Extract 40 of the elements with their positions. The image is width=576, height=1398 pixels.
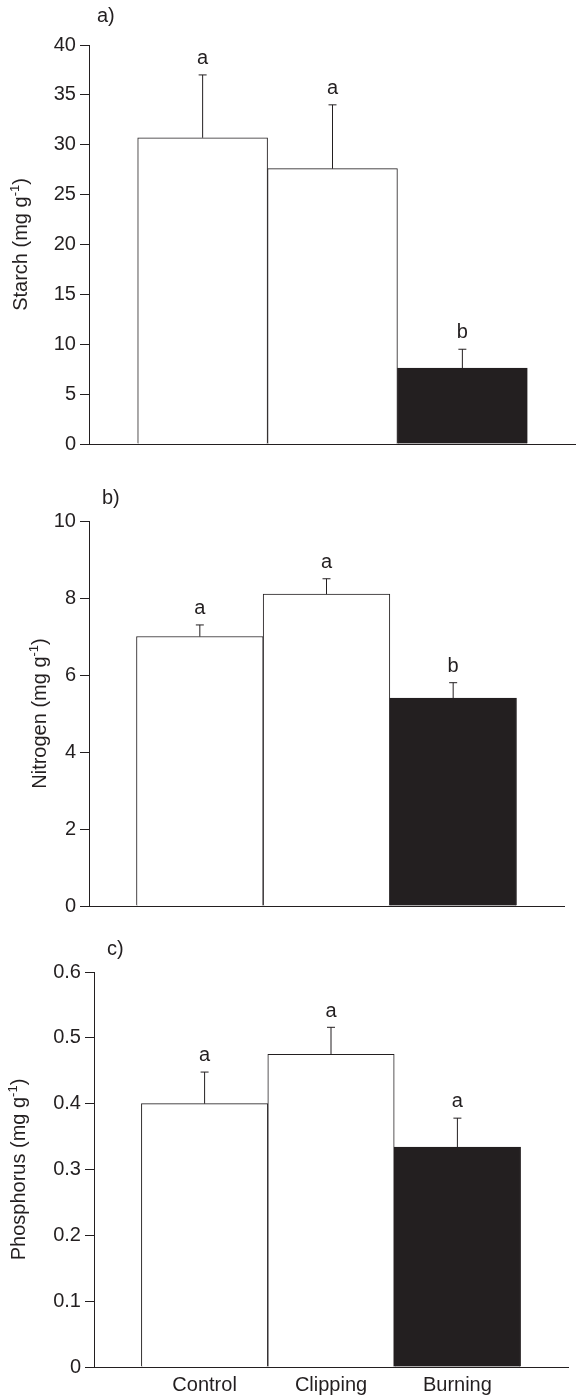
y-axis-title: Phosphorus (mg g-1) [4, 1078, 30, 1261]
annotation: a [197, 46, 210, 69]
annotation: a [451, 1089, 464, 1112]
x-tick-label: Burning [422, 1372, 492, 1395]
annotation: b [447, 653, 459, 676]
y-tick-label: 25 [53, 182, 76, 205]
annotation: a [325, 998, 338, 1021]
y-tick-label: 0.1 [53, 1288, 81, 1311]
chart-title: b) [102, 486, 120, 509]
y-tick-label: 0 [64, 893, 76, 916]
y-tick-label: 35 [53, 82, 76, 105]
y-tick-label: 0.3 [53, 1157, 81, 1180]
y-tick-label: 8 [64, 585, 76, 608]
y-tick-label: 0.5 [53, 1025, 81, 1048]
y-tick-label: 20 [53, 232, 76, 255]
x-tick-label: Control [172, 1372, 237, 1395]
y-axis-title: Nitrogen (mg g-1) [25, 638, 51, 789]
y-tick-label: 5 [64, 381, 76, 404]
y-tick-label: 0 [69, 1354, 81, 1377]
y-tick-label: 4 [64, 739, 76, 762]
chart-title: c) [107, 937, 124, 960]
annotation: a [199, 1043, 212, 1066]
y-tick-label: 0.4 [53, 1091, 81, 1114]
annotation: a [326, 76, 339, 99]
y-tick-label: 15 [53, 281, 76, 304]
y-tick-label: 30 [53, 132, 76, 155]
y-tick-label: 0 [64, 431, 76, 454]
y-tick-label: 40 [53, 32, 76, 55]
annotation: b [456, 320, 468, 343]
y-axis-title: Starch (mg g-1) [6, 178, 32, 311]
y-tick-label: 10 [53, 508, 76, 531]
y-tick-label: 0.2 [53, 1222, 81, 1245]
y-tick-label: 6 [64, 662, 76, 685]
chart-title: a) [97, 4, 115, 27]
annotation: a [320, 549, 333, 572]
x-tick-label: Clipping [294, 1372, 368, 1395]
annotation: a [194, 596, 207, 619]
y-tick-label: 0.6 [53, 959, 81, 982]
y-tick-label: 10 [53, 331, 76, 354]
y-tick-label: 2 [64, 816, 76, 839]
